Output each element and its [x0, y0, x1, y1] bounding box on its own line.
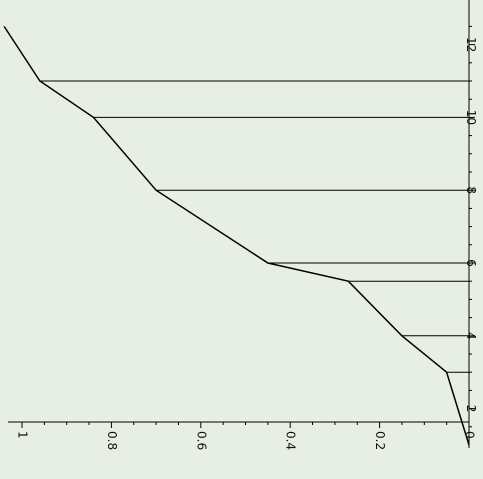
y-tick-label-0.6: 0.6 — [194, 431, 208, 450]
x-tick-label-8: 8 — [464, 186, 478, 194]
x-tick-label-12: 12 — [464, 37, 478, 52]
y-tick-label-0: 0 — [463, 431, 477, 439]
x-tick-label-6: 6 — [464, 259, 478, 267]
y-tick-label-1: 1 — [16, 431, 30, 439]
y-tick-label-0.4: 0.4 — [284, 431, 298, 450]
x-tick-label-2: 2 — [464, 405, 478, 413]
y-tick-label-0.8: 0.8 — [105, 431, 119, 450]
x-tick-label-10: 10 — [464, 110, 478, 125]
x-tick-label-4: 4 — [464, 332, 478, 340]
y-tick-label-0.2: 0.2 — [373, 431, 387, 450]
